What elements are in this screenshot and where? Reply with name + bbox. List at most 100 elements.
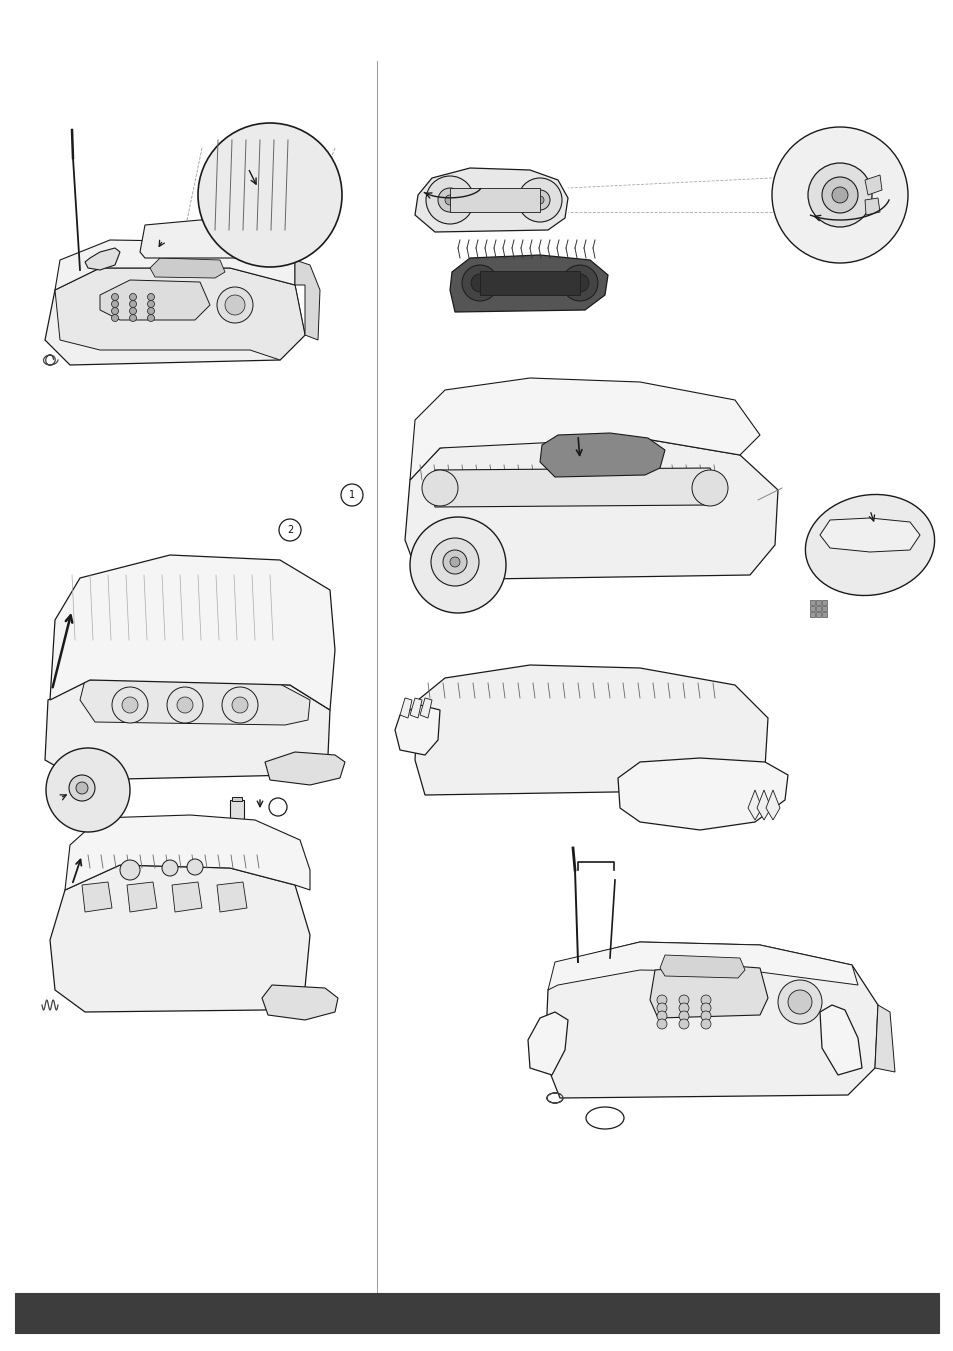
Circle shape bbox=[679, 1019, 688, 1029]
Circle shape bbox=[700, 1002, 710, 1013]
Polygon shape bbox=[294, 259, 319, 340]
Polygon shape bbox=[399, 698, 412, 717]
Polygon shape bbox=[172, 882, 202, 912]
Circle shape bbox=[278, 519, 301, 540]
Polygon shape bbox=[618, 758, 787, 830]
Circle shape bbox=[787, 990, 811, 1015]
Bar bbox=[230, 800, 244, 820]
Polygon shape bbox=[395, 705, 439, 755]
Circle shape bbox=[112, 293, 118, 300]
Polygon shape bbox=[65, 815, 310, 890]
Circle shape bbox=[148, 300, 154, 308]
Bar bbox=[815, 600, 821, 605]
Circle shape bbox=[700, 1011, 710, 1021]
Circle shape bbox=[657, 1002, 666, 1013]
Bar bbox=[821, 612, 826, 617]
Circle shape bbox=[437, 188, 461, 212]
Polygon shape bbox=[405, 435, 778, 580]
Circle shape bbox=[225, 295, 245, 315]
Circle shape bbox=[269, 798, 287, 816]
Polygon shape bbox=[757, 790, 770, 820]
Polygon shape bbox=[820, 1005, 862, 1075]
Circle shape bbox=[679, 994, 688, 1005]
Circle shape bbox=[536, 196, 543, 204]
Circle shape bbox=[450, 557, 459, 567]
Polygon shape bbox=[82, 882, 112, 912]
Circle shape bbox=[561, 265, 598, 301]
Circle shape bbox=[122, 697, 138, 713]
Circle shape bbox=[571, 274, 588, 292]
Circle shape bbox=[444, 195, 455, 205]
Bar bbox=[821, 600, 826, 605]
Ellipse shape bbox=[585, 1106, 623, 1129]
Circle shape bbox=[130, 300, 136, 308]
Polygon shape bbox=[150, 258, 225, 278]
Circle shape bbox=[657, 1019, 666, 1029]
Bar bbox=[232, 797, 242, 801]
Polygon shape bbox=[539, 434, 664, 477]
Polygon shape bbox=[659, 955, 744, 978]
Circle shape bbox=[410, 517, 505, 613]
Circle shape bbox=[46, 748, 130, 832]
Polygon shape bbox=[50, 865, 310, 1012]
Polygon shape bbox=[80, 678, 310, 725]
Circle shape bbox=[130, 308, 136, 315]
Circle shape bbox=[112, 300, 118, 308]
Polygon shape bbox=[55, 240, 294, 290]
Circle shape bbox=[130, 315, 136, 322]
Polygon shape bbox=[45, 267, 305, 365]
Polygon shape bbox=[747, 790, 761, 820]
Circle shape bbox=[69, 775, 95, 801]
Circle shape bbox=[222, 688, 257, 723]
Polygon shape bbox=[55, 267, 305, 359]
Circle shape bbox=[461, 265, 497, 301]
Circle shape bbox=[148, 308, 154, 315]
Polygon shape bbox=[45, 678, 330, 780]
Circle shape bbox=[530, 190, 550, 209]
Circle shape bbox=[112, 688, 148, 723]
Bar bbox=[809, 607, 814, 611]
Bar bbox=[815, 612, 821, 617]
Polygon shape bbox=[820, 517, 919, 553]
Bar bbox=[809, 612, 814, 617]
Circle shape bbox=[471, 274, 489, 292]
Circle shape bbox=[771, 127, 907, 263]
Circle shape bbox=[340, 484, 363, 507]
Polygon shape bbox=[864, 199, 879, 215]
Circle shape bbox=[187, 859, 203, 875]
Circle shape bbox=[426, 176, 474, 224]
Circle shape bbox=[120, 861, 140, 880]
Polygon shape bbox=[450, 188, 539, 212]
Polygon shape bbox=[262, 985, 337, 1020]
Circle shape bbox=[198, 123, 341, 267]
Circle shape bbox=[431, 538, 478, 586]
Circle shape bbox=[831, 186, 847, 203]
Circle shape bbox=[162, 861, 178, 875]
Polygon shape bbox=[216, 882, 247, 912]
Polygon shape bbox=[765, 790, 780, 820]
Polygon shape bbox=[85, 249, 120, 270]
Polygon shape bbox=[544, 942, 877, 1098]
Polygon shape bbox=[50, 555, 335, 711]
Circle shape bbox=[130, 293, 136, 300]
Polygon shape bbox=[127, 882, 157, 912]
Circle shape bbox=[807, 163, 871, 227]
Circle shape bbox=[148, 315, 154, 322]
Polygon shape bbox=[410, 698, 421, 717]
Circle shape bbox=[216, 286, 253, 323]
Polygon shape bbox=[547, 942, 857, 990]
Bar bbox=[809, 600, 814, 605]
Circle shape bbox=[148, 293, 154, 300]
Polygon shape bbox=[874, 1005, 894, 1071]
Ellipse shape bbox=[804, 494, 934, 596]
Circle shape bbox=[442, 550, 467, 574]
Circle shape bbox=[821, 177, 857, 213]
Text: 1: 1 bbox=[349, 490, 355, 500]
Circle shape bbox=[232, 697, 248, 713]
Bar bbox=[821, 607, 826, 611]
Circle shape bbox=[679, 1011, 688, 1021]
Circle shape bbox=[76, 782, 88, 794]
Circle shape bbox=[177, 697, 193, 713]
Polygon shape bbox=[527, 1012, 567, 1075]
Circle shape bbox=[517, 178, 561, 222]
